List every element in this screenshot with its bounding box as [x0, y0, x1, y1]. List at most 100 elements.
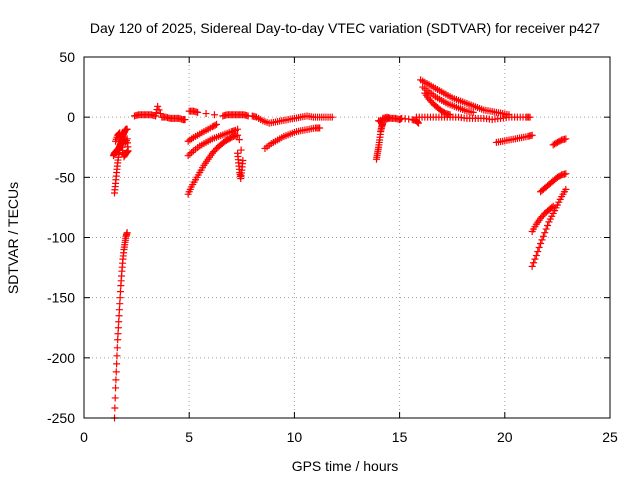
- data-point: [548, 203, 556, 211]
- data-point: [211, 121, 219, 129]
- data-point: [549, 202, 557, 210]
- data-point: [123, 229, 131, 237]
- data-point: [528, 131, 536, 139]
- data-point: [538, 236, 546, 244]
- data-points: [109, 76, 570, 422]
- data-point: [531, 255, 539, 263]
- series-dip-7h: [234, 125, 247, 183]
- data-point: [202, 110, 210, 118]
- series-early-cluster-mid: [112, 129, 132, 161]
- series-late-steep-a: [528, 185, 570, 270]
- data-point: [469, 108, 477, 116]
- series-early-steep-drop: [111, 229, 131, 422]
- y-tick-label: -250: [47, 410, 75, 426]
- data-point: [122, 138, 130, 146]
- data-point: [316, 124, 324, 132]
- data-point: [118, 143, 126, 151]
- data-point: [155, 106, 163, 114]
- data-point: [121, 140, 129, 148]
- x-tick-label: 25: [602, 429, 618, 445]
- series-steep-rise-5h: [184, 131, 242, 198]
- x-tick-label: 15: [392, 429, 408, 445]
- data-point: [562, 185, 570, 193]
- data-point: [123, 148, 131, 156]
- y-tick-label: -50: [55, 169, 75, 185]
- data-point: [152, 112, 160, 120]
- data-point: [123, 135, 131, 143]
- series-decay-16h-c: [421, 89, 454, 119]
- data-point: [113, 360, 121, 368]
- data-point: [532, 252, 540, 260]
- series-rise-19-21h: [492, 131, 536, 146]
- data-point: [115, 312, 123, 320]
- data-point: [112, 384, 120, 392]
- chart-title: Day 120 of 2025, Sidereal Day-to-day VTE…: [90, 20, 600, 36]
- x-tick-label: 10: [287, 429, 303, 445]
- data-point: [112, 368, 120, 376]
- y-tick-label: 0: [67, 109, 75, 125]
- series-decay-16h-b: [419, 83, 477, 116]
- data-point: [115, 130, 123, 138]
- data-point: [156, 110, 164, 118]
- axis-ticks: 0 5 10 15 20 25 -250 -200 -150 -100 -50 0 50: [47, 49, 618, 445]
- data-point: [122, 136, 130, 144]
- data-point: [111, 394, 119, 402]
- series-flat-14-16h: [379, 113, 423, 127]
- series-flat-3-5h: [130, 102, 189, 124]
- data-point: [239, 156, 247, 164]
- data-point: [116, 294, 124, 302]
- data-point: [539, 232, 547, 240]
- data-point: [113, 352, 121, 360]
- data-point: [537, 240, 545, 248]
- data-point: [213, 120, 221, 128]
- data-point: [114, 324, 122, 332]
- data-point: [154, 102, 162, 110]
- data-point: [528, 262, 536, 270]
- data-point: [194, 108, 202, 116]
- data-point: [562, 135, 570, 143]
- data-point: [562, 170, 570, 178]
- data-point: [115, 318, 123, 326]
- data-point: [415, 119, 423, 127]
- data-point: [535, 244, 543, 252]
- series-late-steep-b: [528, 202, 557, 235]
- x-tick-label: 5: [185, 429, 193, 445]
- series-upper-rise-5h: [184, 120, 221, 145]
- series-rise-8-11h: [261, 124, 324, 152]
- data-point: [113, 344, 121, 352]
- y-tick-label: -100: [47, 230, 75, 246]
- data-point: [112, 376, 120, 384]
- data-point: [123, 125, 131, 133]
- data-point: [114, 330, 122, 338]
- x-tick-label: 20: [497, 429, 513, 445]
- data-point: [541, 229, 549, 237]
- series-flat-16-21h: [412, 113, 534, 124]
- data-point: [115, 306, 123, 314]
- series-mid-rise-5h: [184, 126, 239, 160]
- data-point: [530, 259, 538, 267]
- data-point: [210, 111, 218, 119]
- data-point: [235, 136, 243, 144]
- y-tick-label: 50: [59, 49, 75, 65]
- data-point: [544, 221, 552, 229]
- data-point: [181, 116, 189, 124]
- x-axis-label: GPS time / hours: [292, 458, 399, 474]
- series-late-upper: [549, 135, 570, 149]
- data-point: [534, 248, 542, 256]
- data-point: [114, 336, 122, 344]
- data-point: [116, 134, 124, 142]
- data-point: [413, 118, 421, 126]
- y-tick-label: -200: [47, 350, 75, 366]
- x-tick-label: 0: [80, 429, 88, 445]
- y-axis-label: SDTVAR / TECUs: [5, 182, 21, 294]
- data-point: [237, 146, 245, 154]
- data-point: [328, 113, 336, 121]
- data-point: [116, 300, 124, 308]
- series-flat-8-12h: [248, 112, 336, 127]
- data-point: [111, 404, 119, 412]
- data-point: [542, 225, 550, 233]
- y-tick-label: -150: [47, 290, 75, 306]
